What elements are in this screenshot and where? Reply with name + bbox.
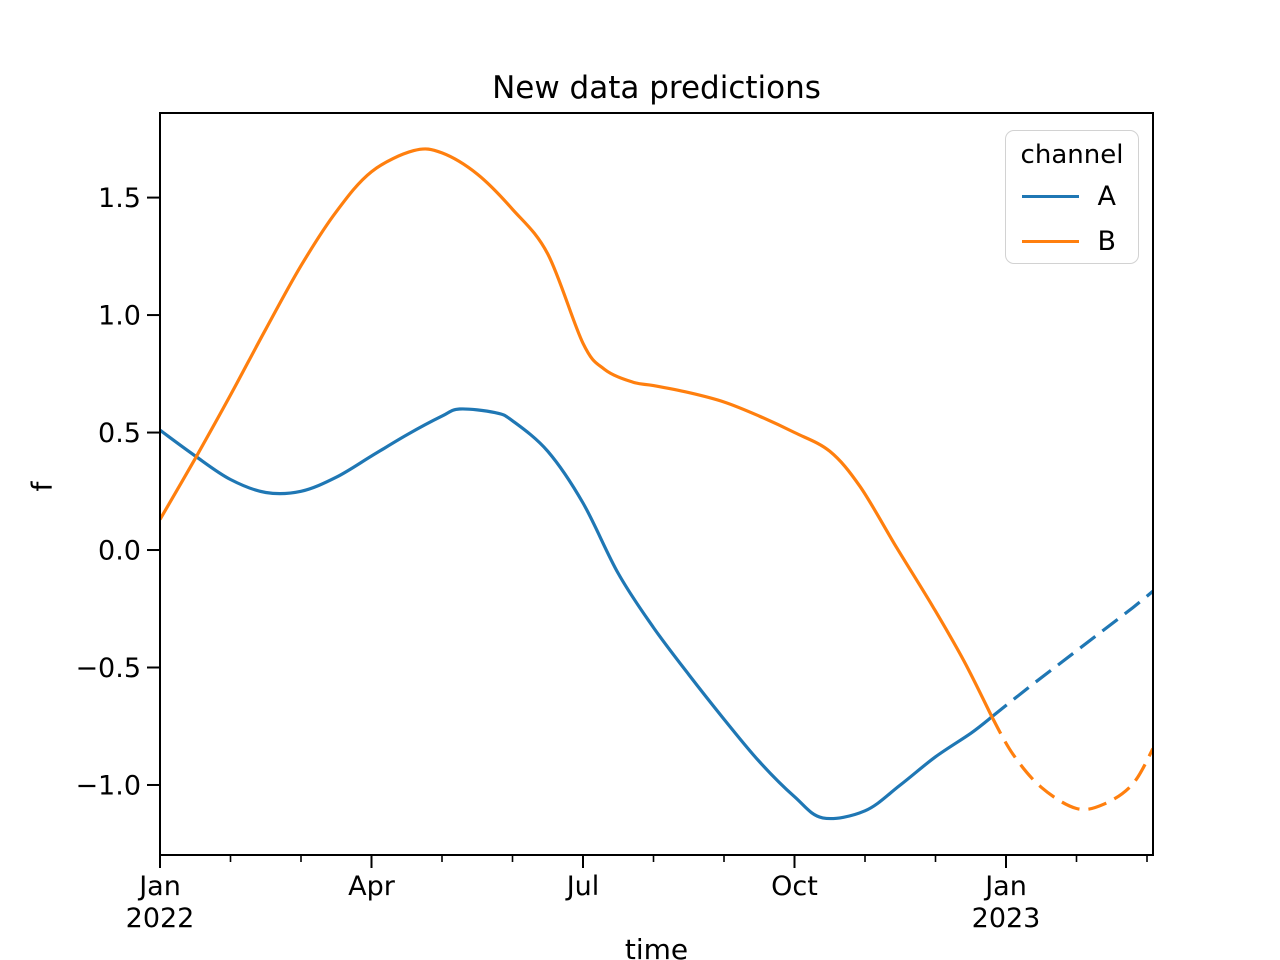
legend-entry-b-label: B	[1097, 226, 1116, 257]
legend-entry-a: A	[1006, 174, 1138, 219]
y-tick-label: 0.5	[98, 418, 141, 449]
y-axis-ticks: 1.5 1.0 0.5 0.0 −0.5 −1.0	[75, 183, 160, 801]
x-tick-label: Jul	[565, 871, 600, 902]
x-tick-label: Apr	[348, 871, 396, 902]
series-a-observed-line	[160, 407, 993, 821]
series-b-observed-line	[160, 147, 994, 718]
series-a-forecast-line	[990, 589, 1153, 719]
x-tick-label: Oct	[771, 871, 818, 902]
x-tick-sublabel: 2022	[126, 903, 195, 934]
axes-spines	[159, 112, 1154, 856]
x-tick-label: Jan	[137, 871, 181, 902]
legend: channel A B	[1005, 130, 1139, 264]
series-lines	[160, 147, 1153, 821]
legend-title: channel	[1020, 140, 1124, 170]
chart-title: New data predictions	[492, 70, 821, 106]
series-a-line-swatch	[1022, 194, 1079, 199]
y-tick-label: 0.0	[98, 536, 141, 567]
y-tick-label: 1.5	[98, 183, 141, 214]
x-tick-label: Jan	[983, 871, 1027, 902]
legend-entry-b: B	[1006, 219, 1138, 264]
series-b-line-swatch	[1022, 239, 1079, 244]
series-b-forecast-line	[990, 716, 1153, 812]
y-tick-label: −1.0	[75, 770, 141, 801]
y-axis-label: f	[25, 481, 59, 492]
y-tick-label: 1.0	[98, 301, 141, 332]
x-axis-label: time	[624, 933, 689, 960]
legend-entry-a-label: A	[1097, 181, 1116, 212]
y-tick-label: −0.5	[75, 653, 141, 684]
x-tick-sublabel: 2023	[972, 903, 1041, 934]
